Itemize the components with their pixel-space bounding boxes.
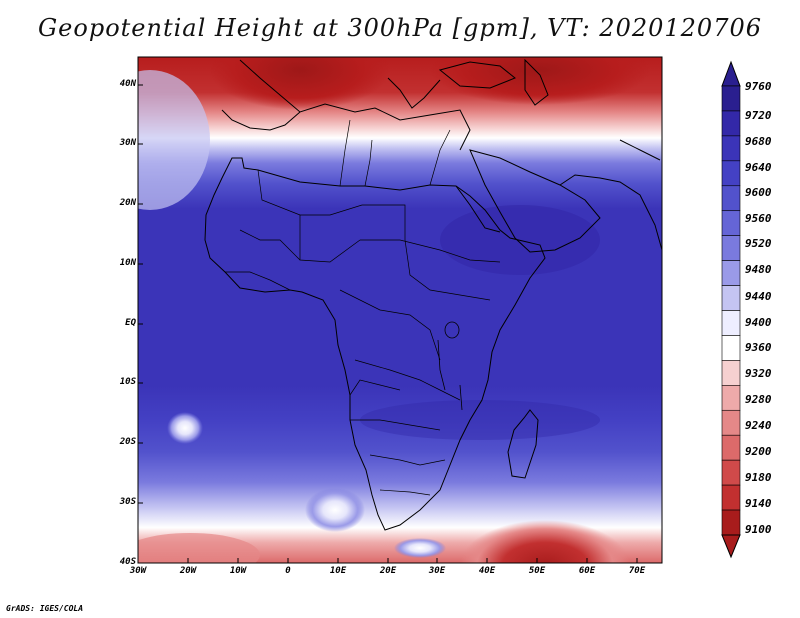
x-tick-label: 20E: [379, 566, 397, 576]
x-tick-label: 40E: [478, 566, 496, 576]
colorbar-swatch: [721, 335, 741, 361]
y-tick-label: 30S: [119, 497, 136, 507]
y-tick-label: 20S: [119, 437, 136, 447]
colorbar-level-label: 9480: [745, 263, 772, 276]
colorbar-level-label: 9360: [745, 341, 772, 354]
colorbar-swatch: [721, 509, 741, 536]
x-tick-label: 30E: [428, 566, 446, 576]
colorbar-bottom-arrow: [721, 534, 741, 559]
colorbar-level-label: 9520: [745, 237, 772, 250]
colorbar-level-label: 9280: [745, 393, 772, 406]
colorbar-level-label: 9400: [745, 316, 772, 329]
x-tick-label: 30W: [129, 566, 147, 576]
colorbar-swatch: [721, 85, 741, 112]
colorbar-swatch: [721, 285, 741, 311]
colorbar-level-label: 9140: [745, 497, 772, 510]
y-tick-label: 20N: [119, 198, 136, 208]
colorbar-level-label: 9760: [745, 80, 772, 93]
x-tick-label: 20W: [179, 566, 197, 576]
colorbar-swatch: [721, 185, 741, 212]
lakes: [437, 321, 463, 411]
x-tick-label: 50E: [528, 566, 546, 576]
colorbar-level-label: 9440: [745, 290, 772, 303]
colorbar-swatch: [721, 459, 741, 486]
colorbar-swatch: [721, 310, 741, 336]
colorbar-swatch: [721, 210, 741, 236]
x-tick-label: 0: [285, 566, 291, 576]
colorbar-level-label: 9180: [745, 471, 772, 484]
colorbar-level-label: 9240: [745, 419, 772, 432]
colorbar-swatch: [721, 135, 741, 162]
y-tick-label: 10S: [119, 377, 136, 387]
colorbar-level-label: 9600: [745, 186, 772, 199]
x-tick-label: 60E: [578, 566, 596, 576]
colorbar-swatch: [721, 409, 741, 436]
colorbar-swatch: [721, 484, 741, 511]
coastline: [204, 58, 663, 531]
y-tick-label: 30N: [119, 138, 136, 148]
height-field: [138, 57, 662, 563]
colorbar-level-label: 9200: [745, 445, 772, 458]
colorbar-swatch: [721, 235, 741, 261]
y-tick-label: 40S: [119, 557, 136, 567]
credit-label: GrADS: IGES/COLA: [6, 604, 84, 613]
y-tick-label: EQ: [125, 318, 136, 328]
colorbar-level-label: 9640: [745, 161, 772, 174]
x-tick-label: 10W: [229, 566, 247, 576]
colorbar-swatch: [721, 160, 741, 187]
colorbar-level-label: 9720: [745, 109, 772, 122]
colorbar-swatch: [721, 360, 741, 386]
colorbar-level-label: 9100: [745, 523, 772, 536]
plot-frame: [137, 56, 663, 564]
axis-ticks: [137, 84, 638, 564]
colorbar-level-label: 9320: [745, 367, 772, 380]
x-tick-label: 10E: [329, 566, 347, 576]
x-tick-label: 70E: [628, 566, 646, 576]
colorbar-top-arrow: [721, 60, 741, 87]
colorbar-level-label: 9680: [745, 135, 772, 148]
country-borders: [225, 119, 501, 496]
colorbar-swatch: [721, 385, 741, 411]
colorbar-swatch: [721, 110, 741, 137]
colorbar-swatch: [721, 260, 741, 286]
y-tick-label: 40N: [119, 79, 136, 89]
colorbar-swatch: [721, 434, 741, 461]
map-title: Geopotential Height at 300hPa [gpm], VT:…: [38, 14, 762, 42]
colorbar: [721, 60, 741, 559]
y-tick-label: 10N: [119, 258, 136, 268]
colorbar-level-label: 9560: [745, 212, 772, 225]
